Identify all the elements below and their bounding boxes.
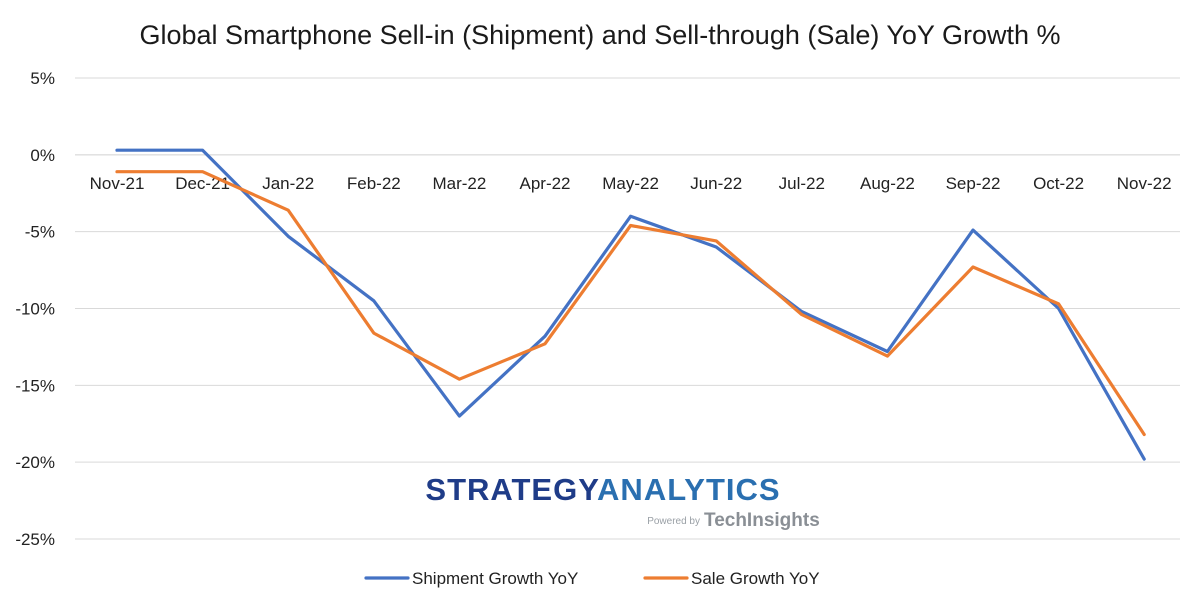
logo-powered-by: Powered by bbox=[647, 516, 700, 527]
y-tick-label: -20% bbox=[15, 453, 55, 472]
series-line-sale bbox=[115, 170, 1146, 437]
x-tick-label: Nov-22 bbox=[1117, 174, 1172, 193]
x-tick-label: Aug-22 bbox=[860, 174, 915, 193]
chart-title: Global Smartphone Sell-in (Shipment) and… bbox=[140, 20, 1061, 50]
legend-label: Shipment Growth YoY bbox=[412, 569, 578, 588]
logo-techinsights: TechInsights bbox=[704, 510, 820, 531]
logo-word-analytics: ANALYTICS bbox=[597, 472, 781, 507]
y-tick-label: 0% bbox=[30, 146, 55, 165]
series-lines bbox=[115, 148, 1146, 461]
legend-label: Sale Growth YoY bbox=[691, 569, 820, 588]
x-axis-ticks: Nov-21 Dec-21 Jan-22 Feb-22 Mar-22 Apr-22 May-… bbox=[90, 174, 1172, 193]
x-tick-label: Oct-22 bbox=[1033, 174, 1084, 193]
gridlines bbox=[75, 77, 1180, 540]
y-tick-label: -25% bbox=[15, 530, 55, 549]
x-tick-label: Sep-22 bbox=[946, 174, 1001, 193]
strategy-analytics-logo: STRATEGYANALYTICS Powered by TechInsight… bbox=[425, 472, 819, 531]
x-tick-label: Dec-21 bbox=[175, 174, 230, 193]
x-tick-label: Feb-22 bbox=[347, 174, 401, 193]
y-tick-label: 5% bbox=[30, 69, 55, 88]
x-tick-label: Jun-22 bbox=[690, 174, 742, 193]
x-tick-label: May-22 bbox=[602, 174, 659, 193]
x-tick-label: Mar-22 bbox=[432, 174, 486, 193]
y-tick-label: -5% bbox=[25, 223, 55, 242]
logo-word-strategy: STRATEGY bbox=[425, 472, 599, 507]
x-tick-label: Jan-22 bbox=[262, 174, 314, 193]
y-tick-label: -15% bbox=[15, 376, 55, 395]
logo-wordmark: STRATEGYANALYTICS bbox=[425, 472, 780, 507]
series-line-shipment bbox=[115, 148, 1146, 461]
x-tick-label: Apr-22 bbox=[519, 174, 570, 193]
x-tick-label: Jul-22 bbox=[779, 174, 825, 193]
y-tick-label: -10% bbox=[15, 300, 55, 319]
legend: Shipment Growth YoY Sale Growth YoY bbox=[364, 569, 820, 588]
y-axis-ticks: 5% 0% -5% -10% -15% -20% -25% bbox=[15, 69, 55, 549]
x-tick-label: Nov-21 bbox=[90, 174, 145, 193]
